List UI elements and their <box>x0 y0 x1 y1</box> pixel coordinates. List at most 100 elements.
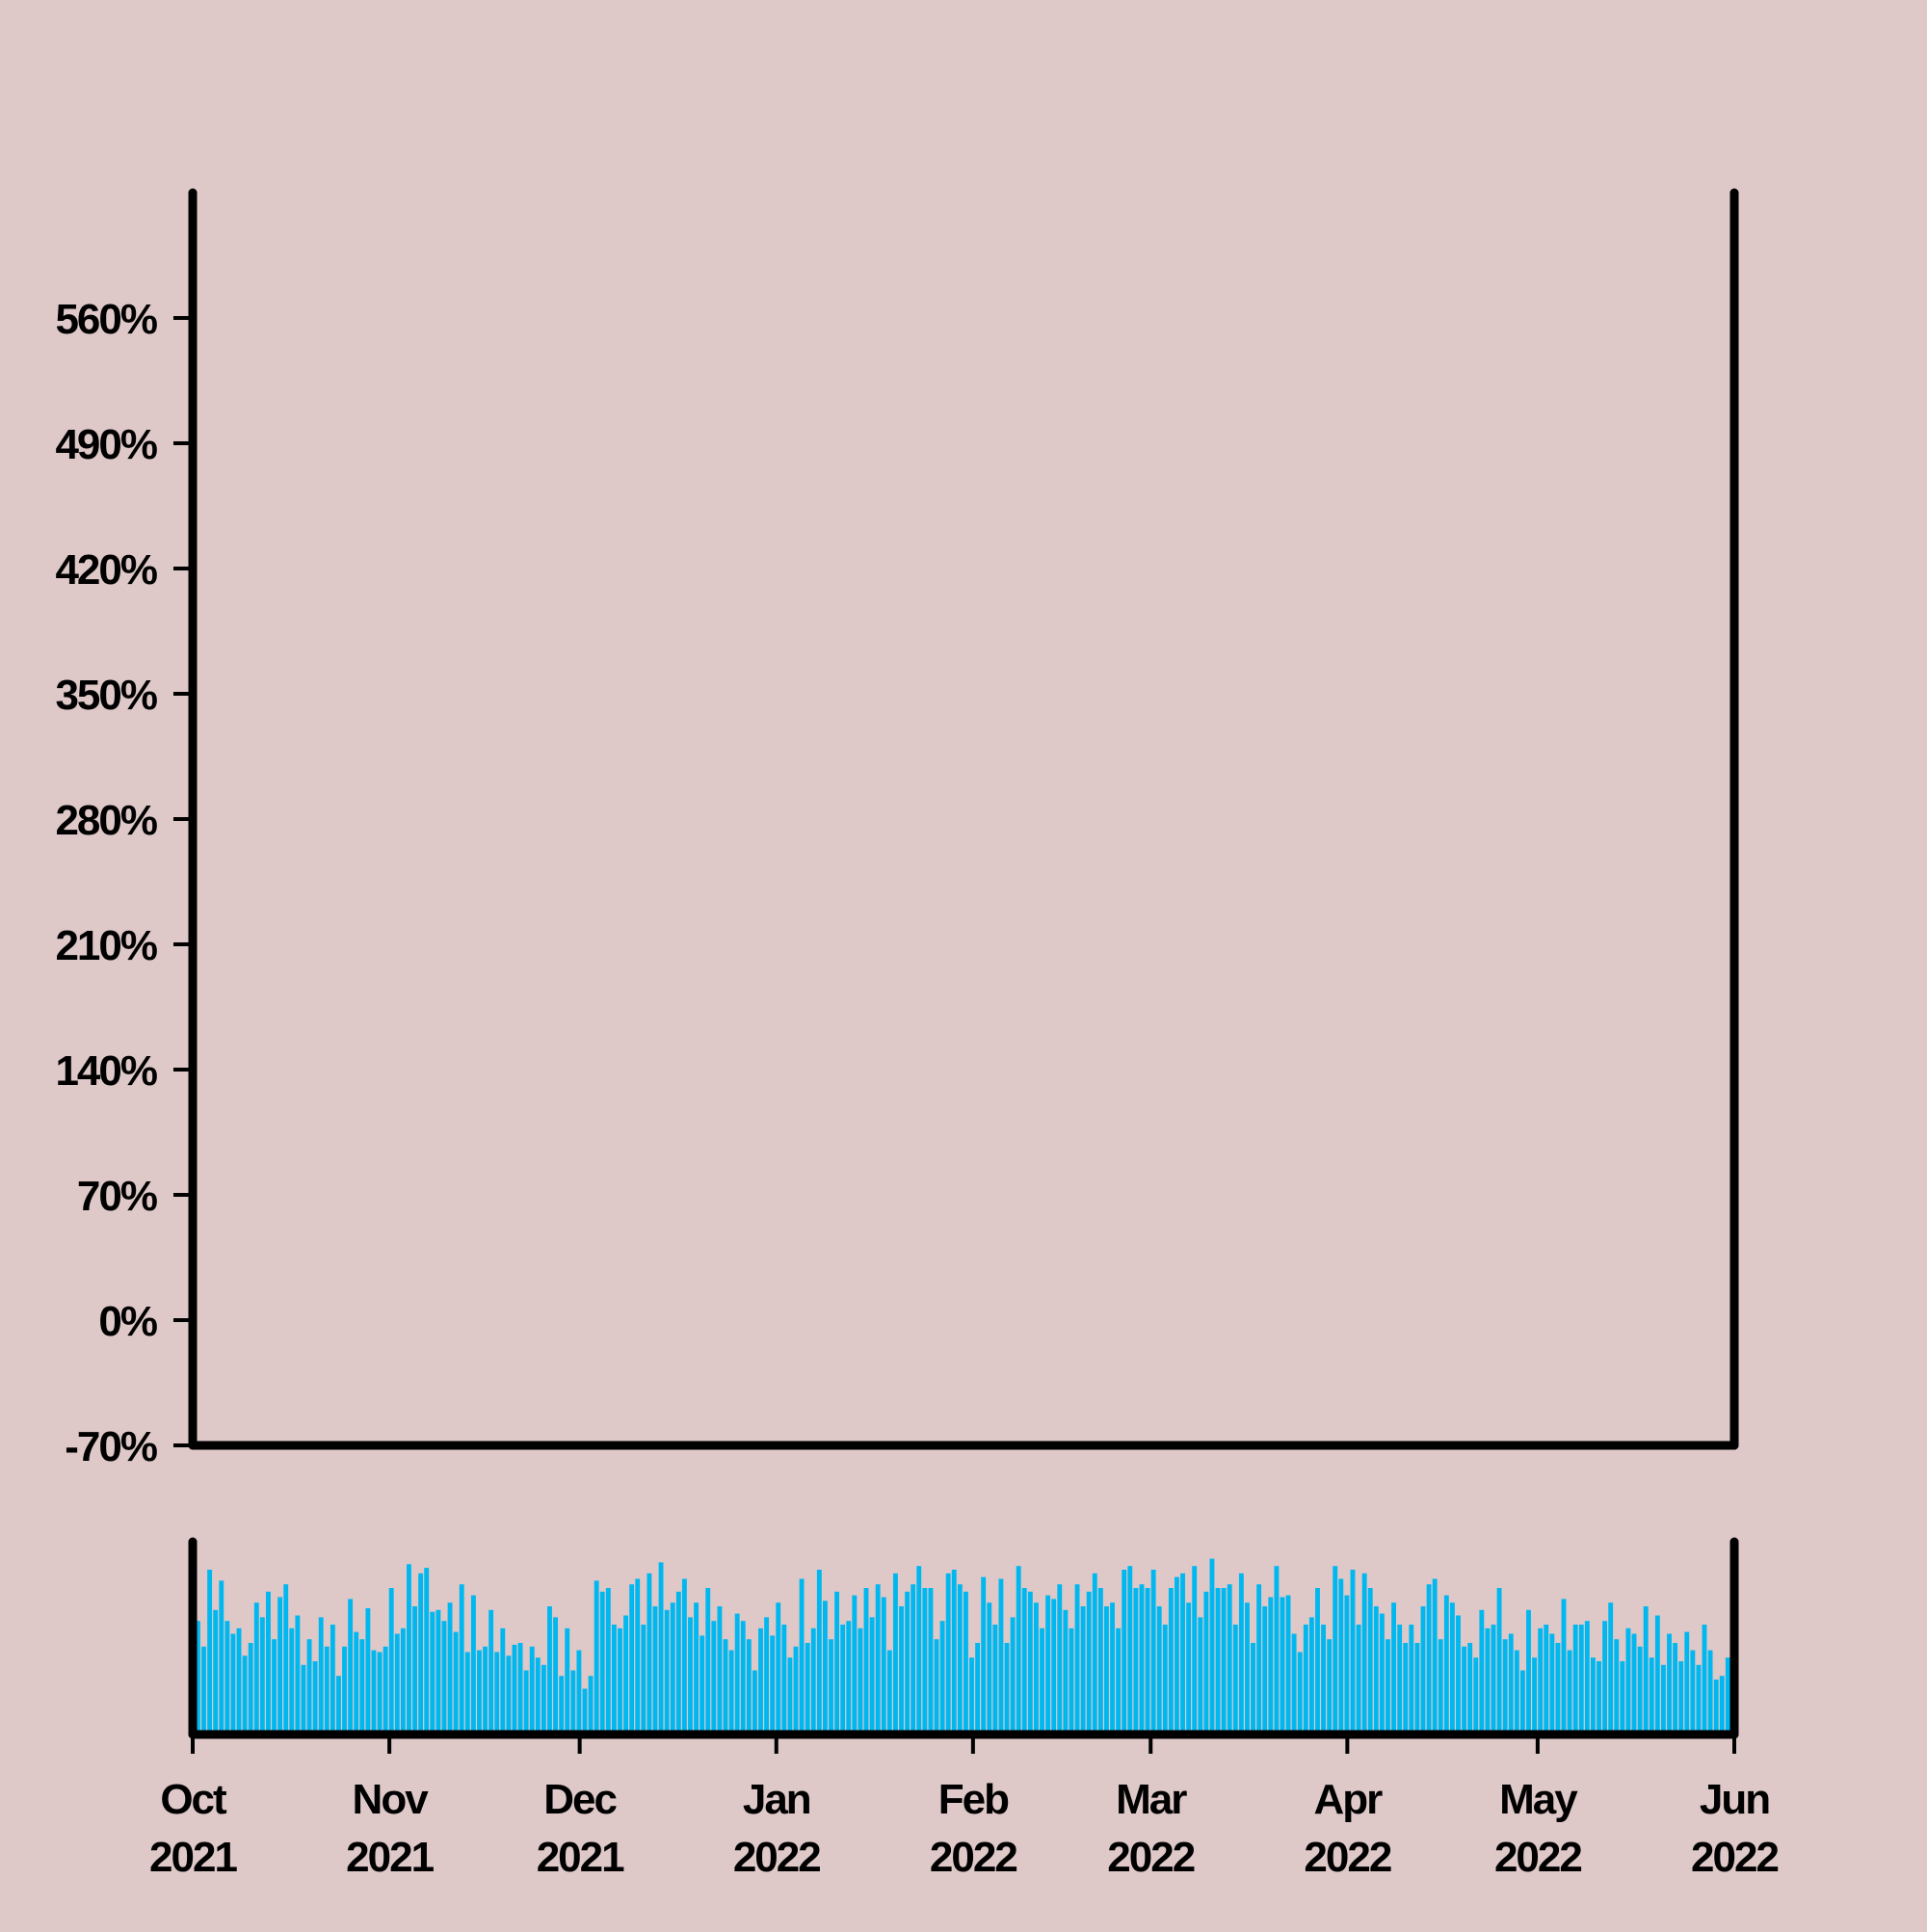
volume-bar <box>1373 1606 1379 1734</box>
volume-bar <box>1150 1570 1156 1734</box>
volume-bar <box>664 1609 670 1734</box>
volume-bar <box>1572 1625 1578 1734</box>
volume-bar <box>517 1643 523 1734</box>
volume-bar <box>1519 1670 1525 1734</box>
volume-bar <box>570 1670 576 1734</box>
volume-bar <box>371 1650 377 1734</box>
volume-bar <box>1567 1650 1572 1734</box>
volume-bar <box>611 1625 617 1734</box>
volume-bar <box>1350 1570 1356 1734</box>
volume-bar <box>1027 1591 1033 1734</box>
volume-bar <box>1361 1573 1367 1734</box>
x-tick-year-label: 2022 <box>1691 1834 1778 1881</box>
volume-bar <box>559 1676 565 1734</box>
volume-bar <box>459 1584 464 1734</box>
volume-bar <box>1707 1650 1713 1734</box>
volume-bar <box>330 1625 335 1734</box>
x-tick-year-label: 2022 <box>1107 1834 1194 1881</box>
y-tick-label: 560% <box>55 296 156 343</box>
volume-bar <box>1256 1584 1262 1734</box>
volume-bar <box>647 1573 652 1734</box>
volume-bar <box>641 1625 647 1734</box>
volume-bar <box>1156 1606 1162 1734</box>
volume-bar <box>594 1580 599 1734</box>
volume-bar <box>881 1597 886 1734</box>
volume-bar <box>1116 1628 1122 1734</box>
x-axis-ticks: Oct 2021 Nov 2021 Dec 2021 Jan 2022 Feb 2022 Mar 20… <box>149 1734 1780 1881</box>
volume-bar <box>1643 1606 1649 1734</box>
volume-bar <box>717 1606 723 1734</box>
volume-bar <box>1526 1609 1531 1734</box>
volume-bar <box>1696 1664 1702 1734</box>
volume-bar <box>336 1676 341 1734</box>
volume-bar <box>787 1657 793 1734</box>
volume-bar <box>1719 1676 1725 1734</box>
volume-bar <box>430 1611 436 1734</box>
volume-bar <box>1168 1588 1174 1734</box>
volume-bar <box>1561 1599 1567 1734</box>
volume-bar <box>1227 1584 1232 1734</box>
volume-bar <box>1456 1615 1461 1734</box>
volume-bar <box>1280 1597 1285 1734</box>
volume-bar <box>377 1652 383 1734</box>
volume-bar <box>1690 1650 1696 1734</box>
volume-bar <box>523 1670 529 1734</box>
volume-bar <box>1122 1570 1127 1734</box>
volume-bar <box>945 1573 951 1734</box>
y-axis-ticks: -70% 0% 70% 140% 210% 280% 350% 420% 490% 560% <box>55 296 193 1470</box>
volume-bar <box>1010 1617 1016 1734</box>
volume-bar <box>565 1628 570 1734</box>
volume-bar <box>688 1617 693 1734</box>
volume-bar <box>599 1591 605 1734</box>
volume-bar <box>681 1578 687 1734</box>
volume-bar <box>289 1628 295 1734</box>
volume-bar <box>675 1591 681 1734</box>
volume-bar <box>348 1599 354 1734</box>
volume-bar <box>670 1602 675 1734</box>
volume-bar <box>934 1639 939 1734</box>
volume-bar <box>1040 1628 1044 1734</box>
volume-bar <box>224 1621 230 1734</box>
volume-bar <box>1086 1591 1092 1734</box>
volume-bar <box>582 1688 588 1734</box>
volume-bar <box>981 1576 987 1734</box>
volume-bar <box>1625 1628 1631 1734</box>
volume-bar <box>272 1639 277 1734</box>
volume-bar <box>805 1643 810 1734</box>
volume-bar <box>840 1625 846 1734</box>
volume-bar <box>277 1597 283 1734</box>
volume-bar <box>1367 1588 1373 1734</box>
volume-bar <box>248 1643 253 1734</box>
volume-bar <box>588 1676 594 1734</box>
volume-bar <box>436 1609 441 1734</box>
volume-bar <box>1021 1588 1027 1734</box>
volume-bar <box>1414 1643 1420 1734</box>
y-tick-label: -70% <box>65 1423 157 1470</box>
volume-bar <box>1438 1639 1443 1734</box>
volume-bar <box>623 1615 628 1734</box>
volume-bar <box>1315 1588 1320 1734</box>
volume-bar <box>242 1655 248 1734</box>
volume-bar <box>1245 1602 1250 1734</box>
volume-bar <box>1127 1566 1133 1734</box>
y-tick-label: 420% <box>55 546 156 594</box>
volume-bar <box>295 1615 301 1734</box>
volume-bar <box>822 1601 828 1734</box>
volume-bar <box>1045 1595 1051 1734</box>
volume-bar <box>658 1562 664 1734</box>
volume-bar <box>1397 1625 1403 1734</box>
volume-bar <box>740 1621 746 1734</box>
x-tick-month-label: Dec <box>543 1776 617 1823</box>
volume-bar <box>324 1646 330 1734</box>
main-plot-axes <box>188 188 1739 1450</box>
volume-bar <box>863 1588 869 1734</box>
volume-bar <box>723 1639 728 1734</box>
volume-bar <box>834 1591 840 1734</box>
volume-bar <box>1667 1633 1672 1734</box>
volume-bar <box>213 1609 219 1734</box>
volume-bar <box>447 1602 453 1734</box>
volume-bar <box>365 1607 371 1734</box>
volume-bar <box>694 1602 700 1734</box>
volume-bar <box>477 1650 482 1734</box>
volume-bar <box>388 1588 394 1734</box>
